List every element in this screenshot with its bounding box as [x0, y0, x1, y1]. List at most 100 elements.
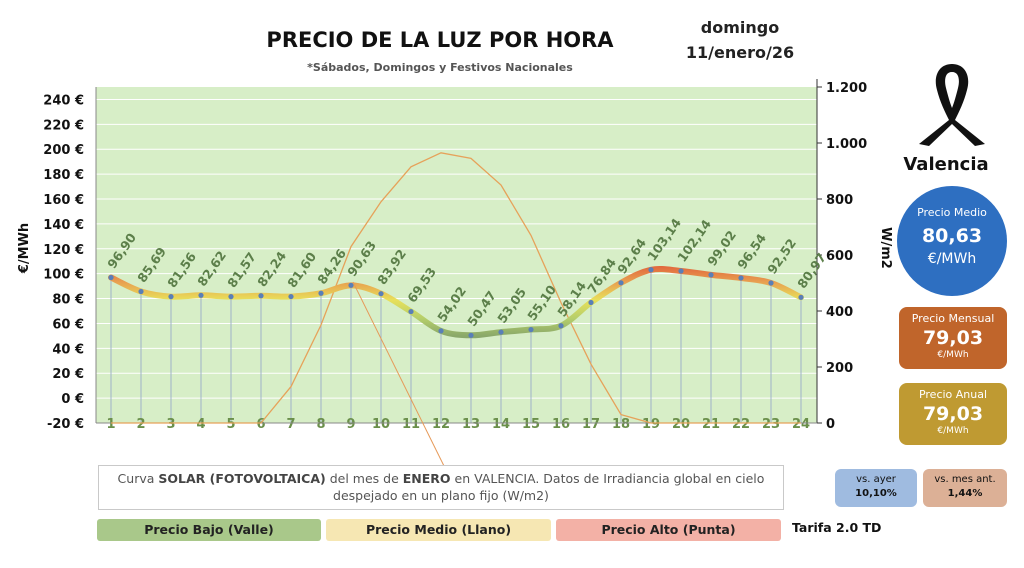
- price-point: [798, 294, 804, 300]
- price-point: [648, 267, 654, 273]
- x-tick-label: 1: [106, 417, 115, 432]
- price-point: [558, 323, 564, 329]
- price-point: [468, 332, 474, 338]
- note-text-1: Curva: [117, 471, 159, 486]
- date-label: 11/enero/26: [685, 43, 795, 62]
- price-point: [138, 288, 144, 295]
- note-text-3: en VALENCIA. Datos de Irradiancia global…: [333, 471, 765, 503]
- x-tick-label: 4: [196, 417, 205, 432]
- vs-ayer-label: vs. ayer: [856, 474, 896, 485]
- price-point: [348, 282, 354, 288]
- precio-anual-box: Precio Anual 79,03 €/MWh: [899, 383, 1007, 445]
- y-tick-label-left: 0 €: [61, 392, 84, 407]
- precio-anual-value: 79,03: [922, 403, 984, 425]
- precio-medio-unit: €/MWh: [927, 251, 977, 267]
- legend-valle: Precio Bajo (Valle): [97, 519, 321, 541]
- y-tick-label-left: 160 €: [43, 193, 84, 208]
- page-title: PRECIO DE LA LUZ POR HORA: [266, 28, 614, 52]
- y-tick-label-left: 180 €: [43, 168, 84, 183]
- y-axis-title-left: €/MWh: [17, 223, 32, 274]
- x-tick-label: 17: [582, 417, 600, 432]
- y-tick-label-left: 100 €: [43, 268, 84, 283]
- price-point: [378, 291, 384, 297]
- note-bold-2: ENERO: [402, 471, 451, 486]
- price-point: [228, 294, 234, 300]
- price-point: [768, 280, 774, 286]
- x-tick-label: 2: [136, 417, 145, 432]
- price-point: [288, 293, 294, 300]
- vs-mes-box: vs. mes ant. 1,44%: [923, 469, 1007, 507]
- y-tick-label-left: 220 €: [43, 118, 84, 133]
- x-tick-label: 20: [672, 417, 690, 432]
- price-point: [168, 294, 174, 300]
- y-axis-right: 0 200 400 600 800 1.000 1.200: [816, 79, 867, 432]
- y-tick-label-left: 40 €: [52, 342, 84, 357]
- x-tick-label: 7: [286, 417, 295, 432]
- x-tick-label: 23: [762, 417, 780, 432]
- y-tick-label-left: -20 €: [47, 417, 84, 432]
- y-tick-label-right: 800: [826, 193, 853, 208]
- price-point: [528, 326, 534, 333]
- precio-medio-label: Precio Medio: [917, 206, 987, 219]
- x-tick-label: 3: [166, 417, 175, 432]
- price-series: [108, 266, 804, 339]
- price-point: [498, 329, 504, 335]
- price-point: [318, 290, 324, 296]
- note-text-2: del mes de: [325, 471, 403, 486]
- precio-mensual-box: Precio Mensual 79,03 €/MWh: [899, 307, 1007, 369]
- vs-mes-value: 1,44%: [947, 488, 983, 499]
- note-bold-1: SOLAR (FOTOVOLTAICA): [158, 471, 326, 486]
- y-tick-label-left: 200 €: [43, 143, 84, 158]
- x-tick-label: 22: [732, 417, 750, 432]
- y-tick-label-left: 140 €: [43, 218, 84, 233]
- vs-mes-label: vs. mes ant.: [934, 474, 996, 485]
- x-tick-label: 10: [372, 417, 390, 432]
- price-point: [588, 299, 594, 306]
- plot-area: [96, 87, 817, 423]
- price-point: [678, 268, 684, 274]
- precio-medio-value: 80,63: [921, 225, 983, 247]
- legend-punta: Precio Alto (Punta): [556, 519, 781, 541]
- x-tick-label: 15: [522, 417, 540, 432]
- mourning-ribbon-icon: [919, 64, 985, 146]
- precio-mensual-unit: €/MWh: [937, 350, 969, 360]
- y-tick-label-left: 80 €: [52, 293, 84, 308]
- price-point: [438, 328, 444, 334]
- precio-mensual-label: Precio Mensual: [911, 312, 995, 325]
- x-tick-label: 11: [402, 417, 420, 432]
- y-tick-label-left: 120 €: [43, 243, 84, 258]
- x-tick-label: 21: [702, 417, 720, 432]
- y-tick-label-right: 600: [826, 249, 853, 264]
- y-tick-label-right: 200: [826, 361, 853, 376]
- price-point: [198, 292, 204, 298]
- gridlines: [96, 98, 817, 424]
- y-tick-label-left: 60 €: [52, 317, 84, 332]
- vs-ayer-box: vs. ayer 10,10%: [835, 469, 917, 507]
- x-tick-label: 16: [552, 417, 570, 432]
- y-tick-label-right: 400: [826, 305, 853, 320]
- price-point: [258, 293, 264, 299]
- price-point: [408, 308, 414, 315]
- x-tick-label: 9: [346, 417, 355, 432]
- solar-series: [111, 152, 801, 424]
- y-tick-label-right: 1.200: [826, 81, 867, 96]
- x-tick-label: 5: [226, 417, 235, 432]
- precio-medio-badge: Precio Medio 80,63 €/MWh: [897, 186, 1007, 296]
- y-tick-label-right: 1.000: [826, 137, 867, 152]
- precio-anual-unit: €/MWh: [937, 426, 969, 436]
- legend-llano: Precio Medio (Llano): [326, 519, 551, 541]
- y-axis-title-right: W/m2: [878, 227, 893, 269]
- y-tick-label-left: 240 €: [43, 93, 84, 108]
- vs-ayer-value: 10,10%: [855, 488, 897, 499]
- city-label: Valencia: [903, 154, 989, 175]
- x-gridlines: [110, 269, 802, 423]
- page-subtitle: *Sábados, Domingos y Festivos Nacionales: [307, 61, 573, 74]
- x-tick-label: 24: [792, 417, 810, 432]
- y-tick-label-left: 20 €: [52, 367, 84, 382]
- price-point: [108, 274, 114, 281]
- precio-anual-label: Precio Anual: [918, 388, 988, 401]
- day-name: domingo: [700, 18, 780, 37]
- precio-mensual-value: 79,03: [922, 327, 984, 349]
- x-tick-label: 19: [642, 417, 660, 432]
